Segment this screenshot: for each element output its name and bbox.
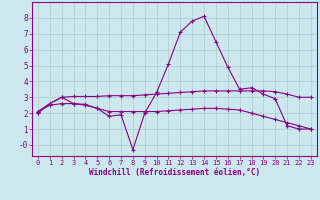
X-axis label: Windchill (Refroidissement éolien,°C): Windchill (Refroidissement éolien,°C) — [89, 168, 260, 177]
